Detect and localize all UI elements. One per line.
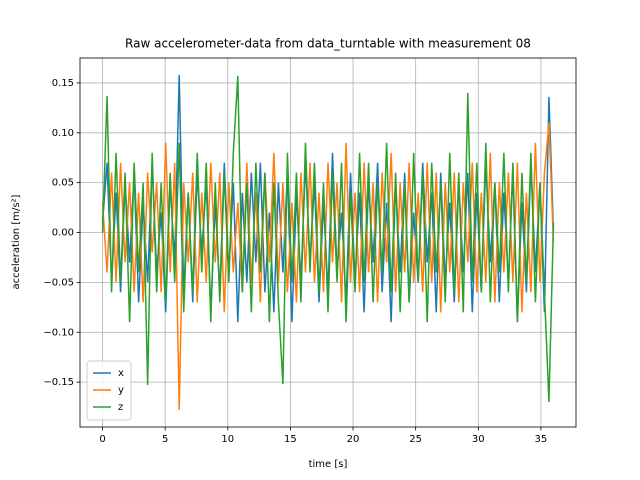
y-tick-label: 0.15 bbox=[52, 78, 74, 89]
x-tick-label: 30 bbox=[472, 434, 485, 445]
line-series bbox=[101, 75, 555, 403]
x-tick-label: 10 bbox=[221, 434, 234, 445]
x-axis-label: time [s] bbox=[309, 459, 348, 470]
y-tick-label: −0.10 bbox=[43, 327, 74, 338]
y-tick-label: 0.05 bbox=[52, 178, 74, 189]
x-tick-label: 35 bbox=[535, 434, 548, 445]
y-tick-label: −0.05 bbox=[43, 277, 74, 288]
plot-area bbox=[101, 74, 555, 411]
legend-label: z bbox=[118, 402, 123, 413]
x-tick-label: 20 bbox=[347, 434, 360, 445]
line-series bbox=[101, 122, 555, 411]
legend-label: y bbox=[118, 385, 124, 396]
line-series bbox=[101, 74, 555, 323]
x-tick-label: 5 bbox=[162, 434, 168, 445]
axes-frame bbox=[79, 57, 577, 428]
y-axis-label: acceleration [m/s²] bbox=[11, 194, 22, 289]
y-tick-label: 0.10 bbox=[52, 128, 74, 139]
y-tick-label: −0.15 bbox=[43, 377, 74, 388]
chart-title: Raw accelerometer-data from data_turntab… bbox=[125, 37, 531, 51]
x-tick-label: 25 bbox=[409, 434, 422, 445]
x-tick-label: 0 bbox=[99, 434, 105, 445]
y-tick-label: 0.00 bbox=[52, 228, 74, 239]
x-tick-label: 15 bbox=[284, 434, 297, 445]
legend-label: x bbox=[118, 368, 124, 379]
